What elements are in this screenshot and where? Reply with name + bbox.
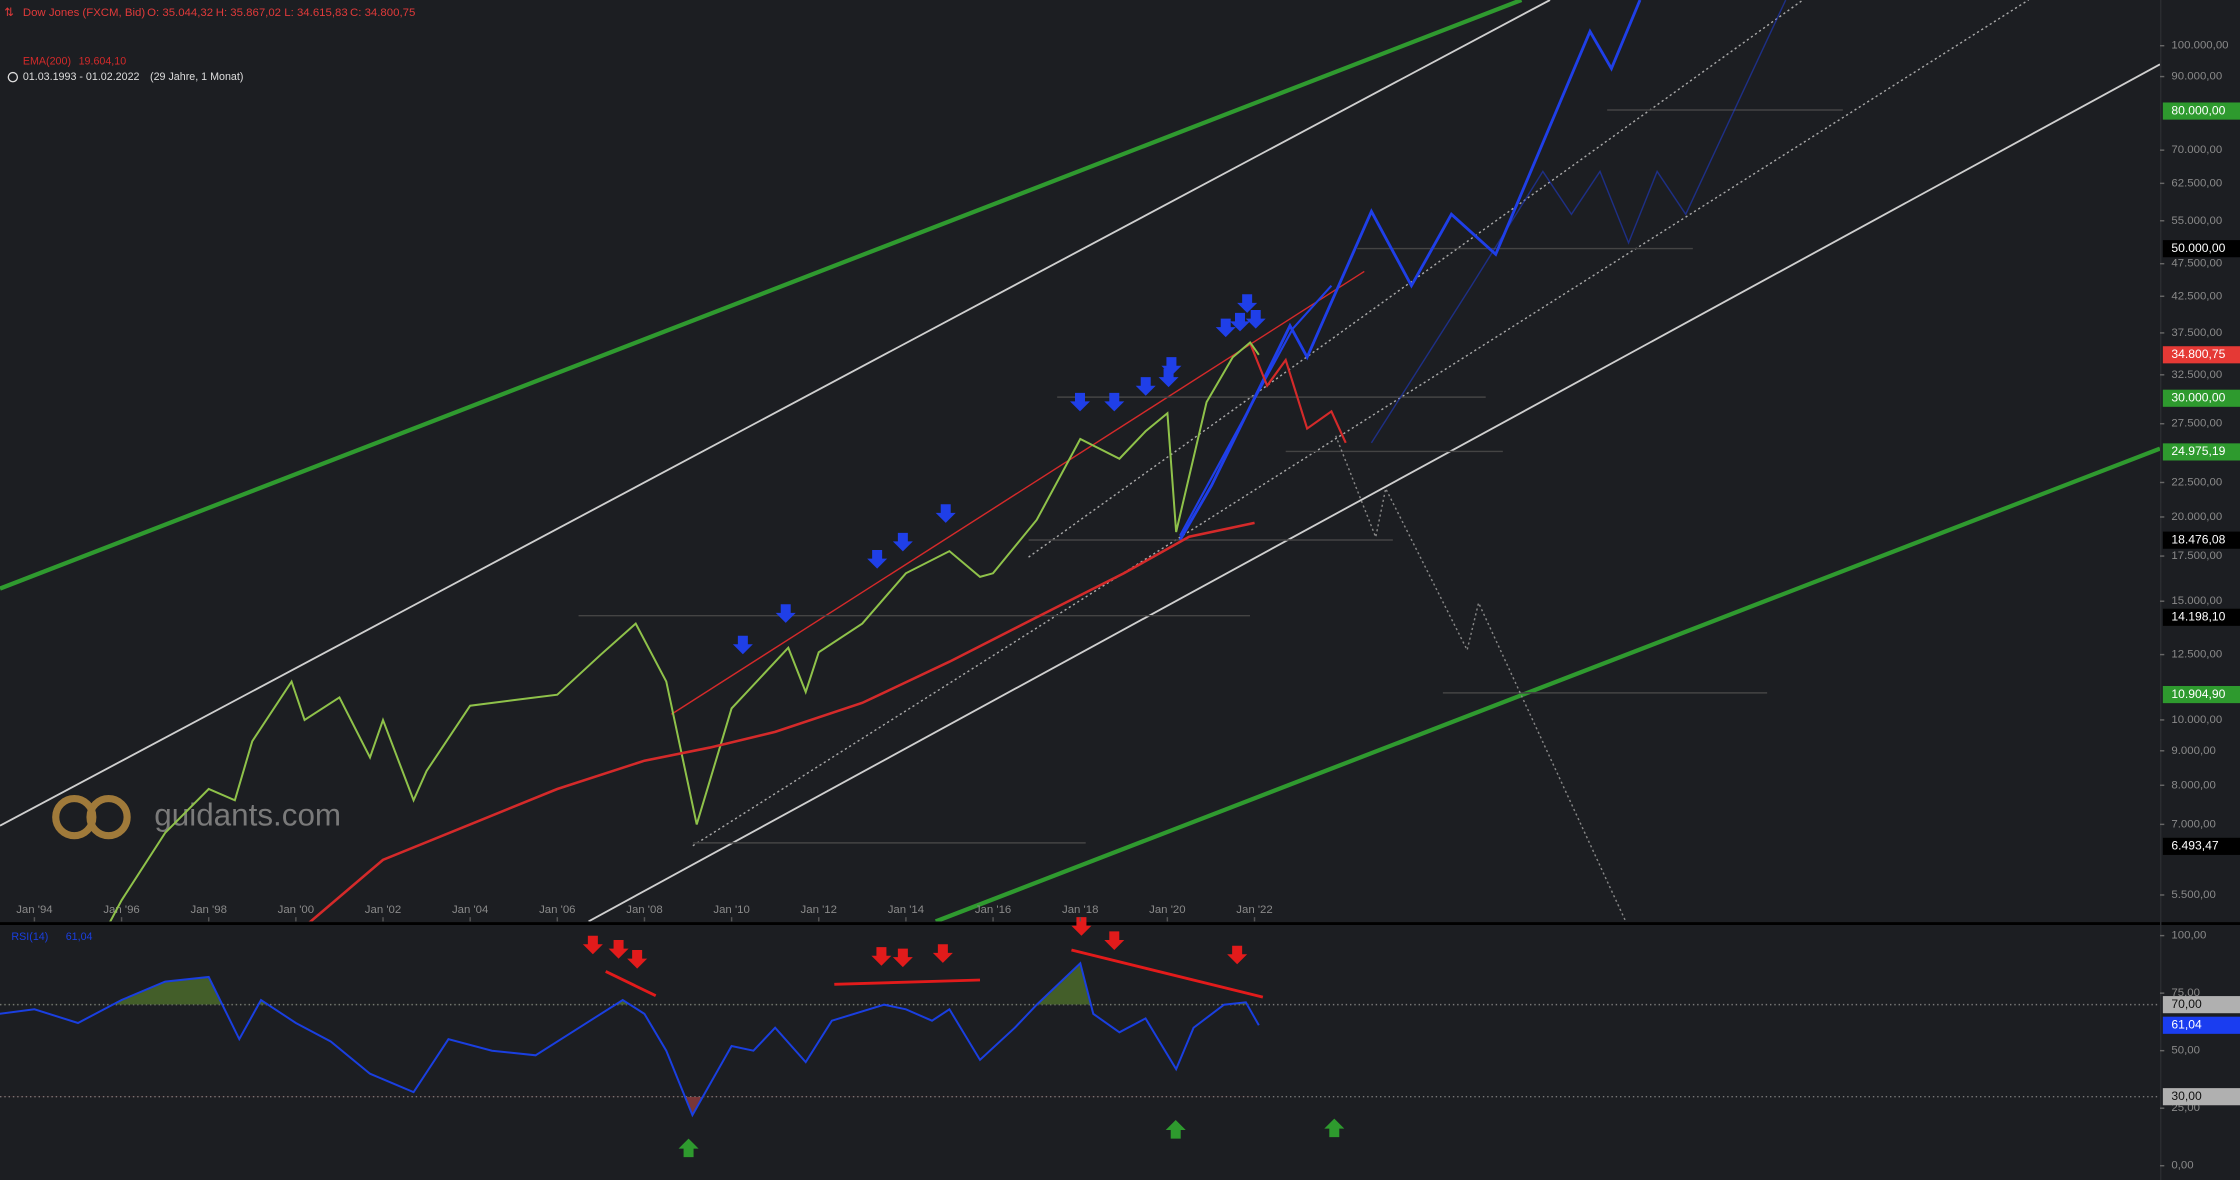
y-tick-label: 62.500,00 <box>2171 177 2222 189</box>
y-tick-label: 5.500,00 <box>2171 889 2215 901</box>
x-tick-label: Jan '18 <box>1062 904 1098 916</box>
x-tick-label: Jan '08 <box>626 904 662 916</box>
y-tick-label: 42.500,00 <box>2171 290 2222 302</box>
level-marker <box>2162 346 2240 364</box>
y-tick-label: 12.500,00 <box>2171 649 2222 661</box>
level-label: 18.476,08 <box>2171 532 2225 546</box>
level-marker <box>2162 685 2240 704</box>
ohlc: H: 35.867,02 <box>216 7 281 19</box>
projection <box>1179 284 1333 537</box>
projection <box>1335 435 1627 922</box>
level-label: 80.000,00 <box>2171 103 2225 117</box>
level-marker <box>2162 1088 2240 1106</box>
y-tick-label: 0,00 <box>2171 1160 2193 1172</box>
level-label: 14.198,10 <box>2171 609 2225 623</box>
x-tick-label: Jan '02 <box>365 904 401 916</box>
trend-line <box>588 63 2160 922</box>
x-tick-label: Jan '10 <box>713 904 749 916</box>
level-label: 10.904,90 <box>2171 687 2225 701</box>
chart-title: Dow Jones (FXCM, Bid) <box>23 7 146 19</box>
watermark: guidants.com <box>154 797 341 832</box>
level-marker <box>2162 996 2240 1014</box>
y-tick-label: 55.000,00 <box>2171 215 2222 227</box>
level-label: 6.493,47 <box>2171 839 2218 853</box>
x-tick-label: Jan '96 <box>103 904 139 916</box>
x-tick-label: Jan '00 <box>278 904 314 916</box>
y-tick-label: 100,00 <box>2171 930 2206 942</box>
y-tick-label: 10.000,00 <box>2171 714 2222 726</box>
level-marker <box>2162 608 2240 626</box>
level-marker <box>2162 837 2240 855</box>
trend-line <box>934 446 2160 922</box>
x-tick-label: Jan '12 <box>801 904 837 916</box>
level-marker <box>2162 1016 2240 1034</box>
level-marker <box>2162 102 2240 120</box>
legend-value: 61,04 <box>66 931 93 943</box>
x-tick-label: Jan '20 <box>1149 904 1185 916</box>
date-range: 01.03.1993 - 01.02.2022 <box>23 71 140 83</box>
legend-label: RSI(14) <box>11 931 48 943</box>
y-tick-label: 50,00 <box>2171 1045 2200 1057</box>
level-label: 30.000,00 <box>2171 390 2225 404</box>
x-tick-label: Jan '16 <box>975 904 1011 916</box>
trend-line <box>671 270 1365 715</box>
projection <box>1249 342 1347 444</box>
y-tick-label: 20.000,00 <box>2171 511 2222 523</box>
x-tick-label: Jan '04 <box>452 904 489 916</box>
level-label: 61,04 <box>2171 1017 2202 1031</box>
y-tick-label: 90.000,00 <box>2171 71 2222 83</box>
icon: ⇅ <box>4 7 14 19</box>
y-tick-label: 7.000,00 <box>2171 818 2215 830</box>
y-tick-label: 15.000,00 <box>2171 595 2222 607</box>
projection <box>1370 0 1787 444</box>
series-line <box>308 521 1255 922</box>
ohlc: C: 34.800,75 <box>350 7 415 19</box>
trend-line <box>0 0 1523 591</box>
legend-label: EMA(200) <box>23 55 71 67</box>
level-label: 50.000,00 <box>2171 241 2225 255</box>
y-tick-label: 8.000,00 <box>2171 779 2215 791</box>
duration: (29 Jahre, 1 Monat) <box>150 71 243 83</box>
level-marker <box>2162 443 2240 461</box>
y-tick-label: 17.500,00 <box>2171 550 2222 562</box>
y-tick-label: 47.500,00 <box>2171 258 2222 270</box>
x-tick-label: Jan '06 <box>539 904 575 916</box>
level-label: 34.800,75 <box>2171 347 2225 361</box>
y-tick-label: 70.000,00 <box>2171 144 2222 156</box>
y-tick-label: 27.500,00 <box>2171 418 2222 430</box>
drawings <box>0 0 2160 922</box>
legend-value: 19.604,10 <box>79 55 127 67</box>
level-label: 24.975,19 <box>2171 444 2225 458</box>
y-tick-label: 100.000,00 <box>2171 40 2228 52</box>
logo <box>52 795 131 840</box>
y-tick-label: 9.000,00 <box>2171 745 2215 757</box>
trend-line <box>0 0 1551 827</box>
level-marker <box>2162 389 2240 407</box>
level-marker <box>2162 531 2240 549</box>
series-line <box>109 340 1260 922</box>
y-tick-label: 22.500,00 <box>2171 477 2222 489</box>
x-tick-label: Jan '22 <box>1236 904 1272 916</box>
ohlc: O: 35.044,32 <box>147 7 213 19</box>
x-tick-label: Jan '94 <box>16 904 53 916</box>
clock-icon <box>7 71 19 83</box>
x-tick-label: Jan '14 <box>888 904 925 916</box>
x-tick-label: Jan '98 <box>191 904 227 916</box>
y-tick-label: 37.500,00 <box>2171 327 2222 339</box>
y-tick-label: 32.500,00 <box>2171 369 2222 381</box>
level-label: 30,00 <box>2171 1089 2202 1103</box>
series-line <box>0 961 1260 1118</box>
level-marker <box>2162 240 2240 258</box>
levels <box>578 109 1843 844</box>
ohlc: L: 34.615,83 <box>284 7 347 19</box>
level-label: 70,00 <box>2171 997 2202 1011</box>
rsi-divergence <box>605 948 1264 999</box>
trend-line <box>692 0 2029 847</box>
